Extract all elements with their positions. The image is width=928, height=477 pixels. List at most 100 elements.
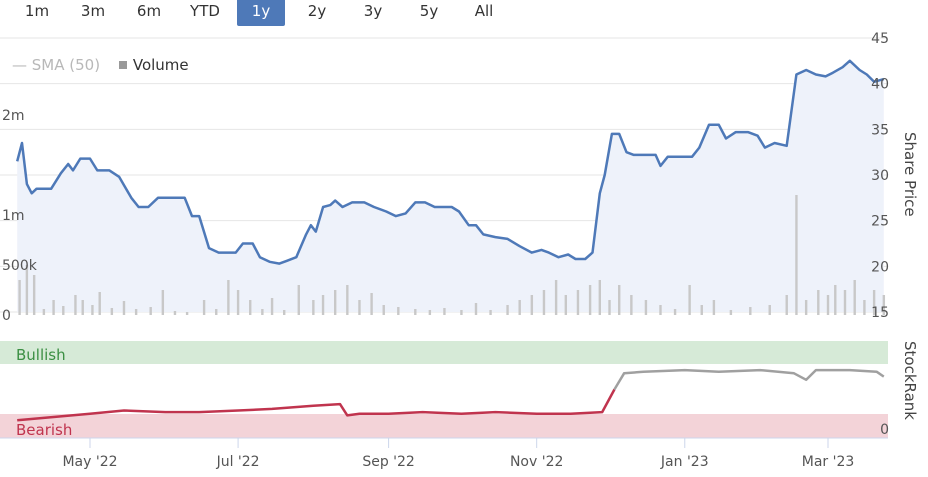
volume-bar	[283, 310, 286, 315]
volume-bar	[729, 310, 733, 315]
volume-bar	[489, 310, 492, 315]
legend-sma[interactable]: — SMA (50)	[12, 56, 101, 74]
volume-bar	[382, 305, 385, 315]
price-tick-label: 35	[871, 122, 889, 138]
volume-bar	[804, 300, 808, 315]
volume-bar	[608, 300, 611, 315]
volume-bar	[91, 305, 94, 315]
volume-axis: 2m 1m 500k 0	[2, 108, 38, 324]
volume-bar	[700, 305, 703, 315]
bearish-label: Bearish	[16, 421, 72, 439]
volume-bar	[576, 290, 580, 315]
volume-bar	[872, 290, 876, 315]
volume-bar	[18, 280, 21, 315]
volume-bar	[149, 307, 152, 315]
range-button-6m[interactable]: 6m	[136, 2, 162, 20]
range-button-2y[interactable]: 2y	[307, 2, 327, 20]
volume-bar	[542, 290, 546, 315]
price-line	[15, 59, 885, 265]
legend-sma-label: SMA (50)	[31, 56, 101, 74]
volume-bar	[161, 290, 165, 315]
volume-bar	[618, 285, 621, 315]
range-button-5y[interactable]: 5y	[419, 2, 439, 20]
range-button-1y[interactable]: 1y	[237, 0, 285, 26]
volume-bar	[598, 280, 602, 315]
volume-bar	[333, 290, 337, 315]
volume-bar	[588, 285, 592, 315]
volume-bar	[74, 295, 77, 315]
price-axis-title: Share Price	[901, 132, 919, 217]
volume-bar	[882, 295, 886, 315]
volume-bar	[518, 300, 521, 315]
volume-bar	[673, 309, 677, 315]
range-button-3y[interactable]: 3y	[363, 2, 383, 20]
volume-bar	[81, 300, 84, 315]
volume-bar	[110, 308, 114, 315]
stockrank-bearish-segment	[17, 388, 616, 422]
volume-bar	[853, 280, 856, 315]
volume-bar	[785, 295, 788, 315]
volume-bar	[795, 195, 798, 315]
volume-bar	[346, 285, 349, 315]
price-area	[17, 60, 884, 312]
price-tick-label: 40	[871, 77, 889, 93]
volume-bar	[749, 307, 752, 315]
legend-volume[interactable]: Volume	[105, 56, 189, 74]
volume-bar	[312, 300, 315, 315]
range-button-ytd[interactable]: YTD	[190, 2, 220, 20]
volume-bar	[843, 290, 847, 315]
price-axis: 45 40 35 30 25 20 15	[871, 31, 889, 321]
volume-tick-label: 2m	[2, 108, 25, 124]
date-tick-label: May '22	[62, 454, 117, 470]
price-tick-label: 45	[871, 31, 889, 47]
volume-bar	[202, 300, 206, 315]
volume-tick-label: 500k	[2, 258, 38, 274]
volume-bar	[564, 295, 568, 315]
stockrank-bullish-segment	[613, 368, 885, 391]
volume-bar	[768, 305, 771, 315]
date-tick-label: Nov '22	[510, 454, 563, 470]
date-axis: May '22 Jul '22 Sep '22 Nov '22 Jan '23 Mar '…	[0, 437, 888, 470]
volume-bar	[236, 290, 240, 315]
volume-tick-label: 1m	[2, 208, 25, 224]
volume-bar	[173, 311, 177, 315]
volume-bar	[659, 305, 662, 315]
volume-bar	[397, 307, 400, 315]
volume-bar	[297, 285, 300, 315]
stockrank-tick-label: 0	[880, 422, 889, 438]
range-button-all[interactable]: All	[474, 2, 494, 20]
volume-bar	[122, 301, 126, 315]
bullish-band	[0, 341, 888, 364]
volume-bar	[42, 309, 46, 315]
volume-bar	[270, 298, 274, 315]
volume-bar	[474, 303, 478, 315]
price-tick-label: 15	[871, 305, 889, 321]
volume-bar	[358, 300, 361, 315]
volume-bar	[506, 305, 509, 315]
volume-bar	[414, 309, 417, 315]
volume-bar	[249, 300, 252, 315]
volume-bar	[134, 309, 138, 315]
date-tick-label: Jan '23	[660, 454, 709, 470]
volume-bar	[215, 309, 218, 315]
stockrank-bands: Bullish Bearish 0	[0, 341, 889, 439]
volume-bar	[321, 295, 325, 315]
volume-bar	[32, 275, 36, 315]
volume-bar	[52, 300, 55, 315]
price-area-fill	[17, 60, 884, 312]
range-button-1m[interactable]: 1m	[24, 2, 50, 20]
volume-bar	[443, 308, 446, 315]
volume-bar	[817, 290, 820, 315]
volume-bar	[227, 280, 230, 315]
bearish-band	[0, 414, 888, 438]
range-button-3m[interactable]: 3m	[80, 2, 106, 20]
range-selector: 1m 3m 6m YTD 1y 2y 3y 5y All	[0, 0, 560, 26]
date-tick-label: Jul '22	[216, 454, 260, 470]
volume-bar	[644, 300, 648, 315]
volume-square-icon	[118, 61, 127, 69]
date-tick-label: Sep '22	[362, 454, 415, 470]
volume-bar	[863, 300, 866, 315]
volume-bar	[185, 312, 189, 315]
price-series-line	[15, 59, 885, 265]
